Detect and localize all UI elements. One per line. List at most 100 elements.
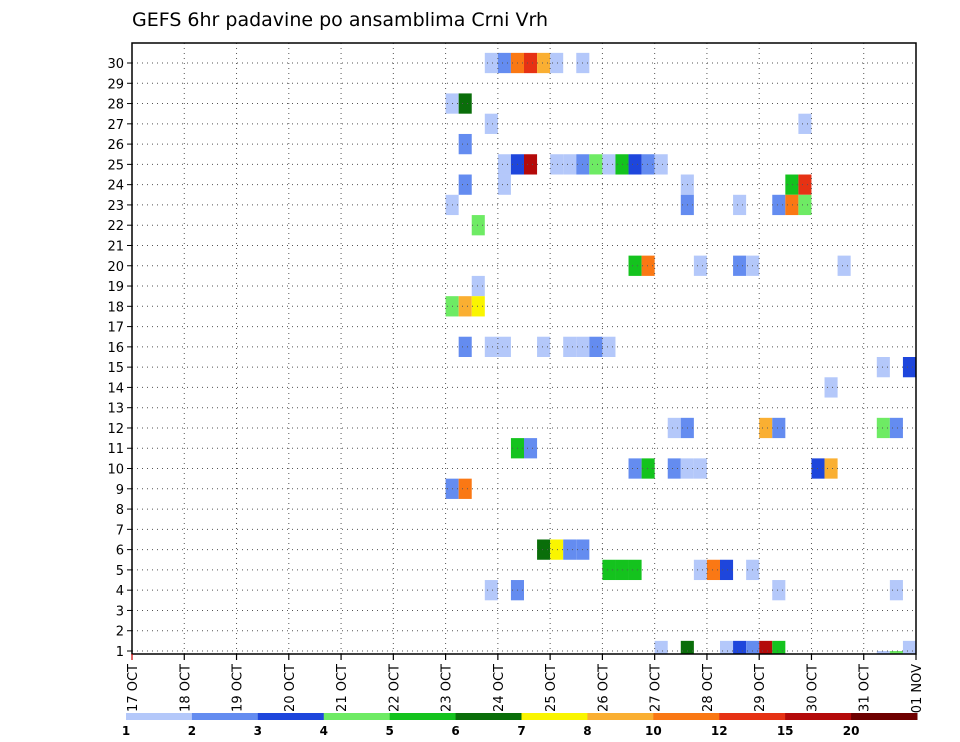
precip-cell xyxy=(497,154,511,175)
precip-cell xyxy=(484,580,498,601)
precip-cell xyxy=(733,255,747,276)
precip-cell xyxy=(563,539,577,560)
precip-cell xyxy=(628,154,642,175)
precip-cell xyxy=(458,296,472,317)
precip-cell xyxy=(824,377,838,398)
precip-cell xyxy=(602,559,616,581)
precip-cell xyxy=(733,194,747,216)
precip-cell xyxy=(537,52,551,74)
precip-cell xyxy=(837,255,851,276)
precip-cell xyxy=(798,194,812,216)
precip-cell xyxy=(785,174,799,195)
precip-cell xyxy=(720,559,734,581)
precip-cell xyxy=(484,336,498,357)
colorbar-swatch xyxy=(785,713,852,720)
x-tick-label: 30 OCT xyxy=(805,664,820,712)
precip-cell xyxy=(550,539,564,560)
x-tick-label: 17 OCT xyxy=(126,664,141,712)
y-tick-label: 30 xyxy=(107,57,124,72)
colorbar-tick-label: 1 xyxy=(122,724,130,738)
y-tick-label: 24 xyxy=(107,179,124,194)
precip-cell xyxy=(693,255,707,276)
x-tick-label: 01 NOV xyxy=(910,664,925,713)
x-tick-label: 19 OCT xyxy=(231,664,246,712)
x-tick-label: 20 OCT xyxy=(283,664,298,712)
precip-cell xyxy=(628,458,642,479)
colorbar: 1 2 3 4 5 6 7 8 10 12 15 20 xyxy=(122,713,918,738)
precip-cell xyxy=(471,296,485,317)
colorbar-swatch xyxy=(191,713,259,720)
x-tick-label: 24 OCT xyxy=(492,664,507,712)
y-tick-label: 12 xyxy=(107,422,124,437)
y-tick-label: 22 xyxy=(107,219,124,234)
precip-cell xyxy=(563,336,577,357)
x-axis: 17 OCT 18 OCT 19 OCT 20 OCT 21 OCT 22 OCT 23 O… xyxy=(126,654,925,713)
precip-cell xyxy=(889,651,903,654)
precip-cell xyxy=(524,52,538,74)
data-cells xyxy=(445,52,916,654)
y-tick-label: 14 xyxy=(107,381,124,396)
precip-cell xyxy=(458,174,472,195)
y-tick-label: 10 xyxy=(107,463,124,478)
y-tick-label: 3 xyxy=(116,604,124,619)
y-axis: 1234567891011121314151617181920212223242… xyxy=(107,57,132,660)
precip-cell xyxy=(798,174,812,195)
precip-cell xyxy=(772,640,786,654)
precip-cell xyxy=(497,52,511,74)
colorbar-tick-label: 15 xyxy=(777,724,794,738)
precip-cell xyxy=(550,154,564,175)
precip-cell xyxy=(772,417,786,439)
y-tick-label: 8 xyxy=(116,503,124,518)
chart-title: GEFS 6hr padavine po ansamblima Crni Vrh xyxy=(132,9,548,31)
precip-cell xyxy=(902,640,916,654)
precip-cell xyxy=(720,640,734,654)
x-tick-label: 18 OCT xyxy=(178,664,193,712)
colorbar-tick-label: 10 xyxy=(645,724,662,738)
x-tick-label: 31 OCT xyxy=(858,664,873,712)
colorbar-tick-label: 2 xyxy=(188,724,196,738)
y-tick-label: 7 xyxy=(116,523,124,538)
precip-cell xyxy=(524,154,538,175)
precip-cell xyxy=(458,478,472,499)
precip-cell xyxy=(889,417,903,439)
colorbar-tick-label: 12 xyxy=(711,724,728,738)
precip-cell xyxy=(458,93,472,114)
precip-cell xyxy=(746,640,760,654)
y-tick-label: 1 xyxy=(116,645,124,660)
y-tick-label: 23 xyxy=(107,199,124,214)
precip-cell xyxy=(471,215,485,236)
precip-cell xyxy=(667,458,681,479)
colorbar-swatch xyxy=(719,713,786,720)
y-tick-label: 4 xyxy=(116,584,124,599)
y-tick-label: 18 xyxy=(107,300,124,315)
x-tick-label: 21 OCT xyxy=(335,664,350,712)
y-tick-label: 5 xyxy=(116,564,124,579)
colorbar-swatch xyxy=(126,713,193,720)
precip-cell xyxy=(602,336,616,357)
y-tick-label: 15 xyxy=(107,361,124,376)
colorbar-tick-label: 3 xyxy=(254,724,262,738)
precip-cell xyxy=(772,194,786,216)
precip-cell xyxy=(902,357,916,378)
x-tick-label: 22 OCT xyxy=(387,664,402,712)
precip-cell xyxy=(589,336,603,357)
x-tick-label: 26 OCT xyxy=(596,664,611,712)
precip-cell xyxy=(693,559,707,581)
x-tick-label: 29 OCT xyxy=(753,664,768,712)
precip-cell xyxy=(484,52,498,74)
precip-cell xyxy=(641,154,655,175)
precip-cell xyxy=(824,458,838,479)
colorbar-tick-label: 6 xyxy=(451,724,459,738)
colorbar-swatch xyxy=(587,713,654,720)
precip-cell xyxy=(458,336,472,357)
colorbar-tick-label: 7 xyxy=(517,724,525,738)
x-tick-label: 27 OCT xyxy=(649,664,664,712)
precip-cell xyxy=(641,255,655,276)
precip-cell xyxy=(497,174,511,195)
precip-cell xyxy=(680,640,694,654)
precip-cell xyxy=(563,154,577,175)
y-tick-label: 27 xyxy=(107,118,124,133)
precip-cell xyxy=(759,417,773,439)
precip-cell xyxy=(602,154,616,175)
